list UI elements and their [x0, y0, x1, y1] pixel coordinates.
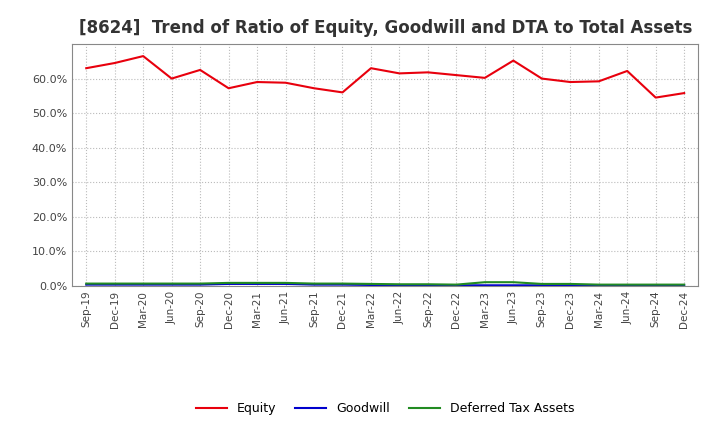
Equity	[652, 95, 660, 100]
Goodwill	[82, 282, 91, 287]
Deferred Tax Assets	[680, 282, 688, 287]
Goodwill	[566, 282, 575, 288]
Equity	[395, 71, 404, 76]
Equity	[225, 86, 233, 91]
Goodwill	[395, 282, 404, 288]
Deferred Tax Assets	[509, 279, 518, 285]
Title: [8624]  Trend of Ratio of Equity, Goodwill and DTA to Total Assets: [8624] Trend of Ratio of Equity, Goodwil…	[78, 19, 692, 37]
Equity	[82, 66, 91, 71]
Line: Deferred Tax Assets: Deferred Tax Assets	[86, 282, 684, 285]
Deferred Tax Assets	[196, 281, 204, 286]
Goodwill	[509, 282, 518, 288]
Goodwill	[452, 282, 461, 288]
Equity	[566, 79, 575, 84]
Deferred Tax Assets	[537, 281, 546, 286]
Equity	[509, 58, 518, 63]
Equity	[253, 79, 261, 84]
Goodwill	[366, 282, 375, 288]
Equity	[480, 75, 489, 81]
Deferred Tax Assets	[139, 281, 148, 286]
Goodwill	[652, 282, 660, 288]
Deferred Tax Assets	[253, 280, 261, 286]
Line: Goodwill: Goodwill	[86, 284, 684, 285]
Equity	[595, 79, 603, 84]
Deferred Tax Assets	[338, 281, 347, 286]
Deferred Tax Assets	[423, 282, 432, 287]
Deferred Tax Assets	[110, 281, 119, 286]
Goodwill	[282, 281, 290, 286]
Deferred Tax Assets	[452, 282, 461, 287]
Equity	[167, 76, 176, 81]
Deferred Tax Assets	[310, 281, 318, 286]
Deferred Tax Assets	[652, 282, 660, 287]
Deferred Tax Assets	[282, 280, 290, 286]
Deferred Tax Assets	[82, 281, 91, 286]
Goodwill	[310, 282, 318, 287]
Deferred Tax Assets	[480, 279, 489, 285]
Deferred Tax Assets	[366, 281, 375, 286]
Deferred Tax Assets	[167, 281, 176, 286]
Goodwill	[139, 282, 148, 287]
Equity	[366, 66, 375, 71]
Equity	[110, 60, 119, 66]
Equity	[310, 86, 318, 91]
Deferred Tax Assets	[595, 282, 603, 287]
Goodwill	[623, 282, 631, 288]
Legend: Equity, Goodwill, Deferred Tax Assets: Equity, Goodwill, Deferred Tax Assets	[191, 397, 580, 420]
Equity	[452, 73, 461, 78]
Equity	[537, 76, 546, 81]
Equity	[196, 67, 204, 73]
Goodwill	[680, 282, 688, 288]
Line: Equity: Equity	[86, 56, 684, 98]
Equity	[139, 53, 148, 59]
Deferred Tax Assets	[566, 281, 575, 286]
Goodwill	[480, 282, 489, 288]
Goodwill	[595, 282, 603, 288]
Equity	[680, 91, 688, 96]
Goodwill	[110, 282, 119, 287]
Equity	[623, 68, 631, 73]
Deferred Tax Assets	[395, 282, 404, 287]
Deferred Tax Assets	[623, 282, 631, 287]
Goodwill	[196, 282, 204, 287]
Equity	[338, 90, 347, 95]
Goodwill	[167, 282, 176, 287]
Equity	[282, 80, 290, 85]
Goodwill	[537, 282, 546, 288]
Goodwill	[225, 281, 233, 286]
Equity	[423, 70, 432, 75]
Deferred Tax Assets	[225, 280, 233, 286]
Goodwill	[253, 281, 261, 286]
Goodwill	[423, 282, 432, 288]
Goodwill	[338, 282, 347, 287]
